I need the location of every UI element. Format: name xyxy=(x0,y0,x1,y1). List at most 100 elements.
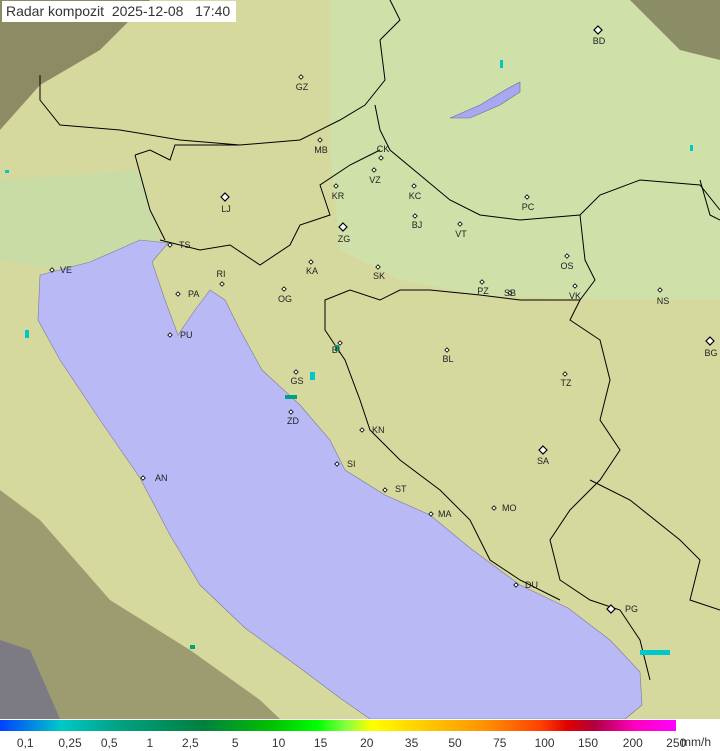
city-label: ZD xyxy=(287,416,299,426)
city-marker-icon xyxy=(524,194,530,200)
city-label: OS xyxy=(560,261,573,271)
city-label: TS xyxy=(179,240,191,250)
legend-tick: 150 xyxy=(577,736,599,750)
time: 17:40 xyxy=(195,3,231,19)
city-marker-icon xyxy=(457,221,463,227)
city-label: VT xyxy=(455,229,467,239)
outside-radar-nw xyxy=(0,0,150,130)
city-marker-icon xyxy=(378,155,384,161)
city-label: PZ xyxy=(477,286,489,296)
city-marker-icon xyxy=(167,242,173,248)
capital-marker-icon xyxy=(538,445,548,455)
city-vz: VZ xyxy=(369,167,381,185)
city-og: OG xyxy=(278,286,292,304)
city-marker-icon xyxy=(507,290,513,296)
city-label: VZ xyxy=(369,175,381,185)
city-label: GZ xyxy=(296,82,309,92)
city-pu: PU xyxy=(167,330,193,340)
city-label: VK xyxy=(569,291,581,301)
city-label: SI xyxy=(347,459,356,469)
legend-tick: 250 xyxy=(666,736,687,750)
city-marker-icon xyxy=(382,487,388,493)
city-marker-icon xyxy=(657,287,663,293)
city-label: KR xyxy=(332,191,345,201)
legend-tick: 2,5 xyxy=(182,736,199,750)
date: 2025-12-08 xyxy=(111,3,184,19)
city-label: BJ xyxy=(412,220,423,230)
city-label: RI xyxy=(217,269,226,279)
capital-marker-icon xyxy=(220,192,230,202)
city-zd: ZD xyxy=(287,409,299,426)
city-marker-icon xyxy=(562,371,568,377)
city-marker-icon xyxy=(175,291,181,297)
city-pg: PG xyxy=(606,604,638,614)
city-marker-icon xyxy=(333,183,339,189)
legend-unit: mm/h xyxy=(681,735,711,749)
city-label: PA xyxy=(188,289,199,299)
country-borders xyxy=(39,0,720,681)
city-label: BG xyxy=(704,348,717,358)
city-tz: TZ xyxy=(561,371,572,388)
legend-tick: 0,25 xyxy=(58,736,82,750)
city-sk: SK xyxy=(373,264,385,281)
lake-balaton xyxy=(449,81,521,119)
city-marker-icon xyxy=(293,369,299,375)
city-ts: TS xyxy=(167,240,191,250)
city-sb: SB xyxy=(504,288,516,298)
city-marker-icon xyxy=(288,409,294,415)
city-mo: MO xyxy=(491,503,517,513)
city-marker-icon xyxy=(479,279,485,285)
city-label: MO xyxy=(502,503,517,513)
city-ka: KA xyxy=(306,259,318,276)
city-label: BL xyxy=(442,354,453,364)
legend-tick: 1 xyxy=(146,736,154,750)
city-ri: RI xyxy=(217,269,226,287)
city-pz: PZ xyxy=(477,279,489,296)
po-plain xyxy=(0,170,160,270)
legend-tick: 75 xyxy=(493,736,507,750)
city-bl: BL xyxy=(442,347,454,364)
city-label: ZG xyxy=(338,234,351,244)
radar-map[interactable]: GZ BD MB CK VZ KR KC PC LJ ZG BJ VT TS VE RI KA SK OS PA OG… xyxy=(0,0,720,719)
city-zg: ZG xyxy=(338,222,351,244)
city-marker-icon xyxy=(371,167,377,173)
capital-marker-icon xyxy=(593,25,603,35)
pannonian-plain xyxy=(330,0,720,300)
city-marker-icon xyxy=(564,253,570,259)
city-label: LJ xyxy=(221,204,231,214)
city-label: PG xyxy=(625,604,638,614)
outside-radar-sw xyxy=(0,490,280,719)
city-label: BI xyxy=(332,345,341,355)
city-ma: MA xyxy=(428,509,452,519)
city-label: SA xyxy=(537,456,549,466)
city-label: SB xyxy=(504,288,516,298)
city-kn: KN xyxy=(359,425,385,435)
legend-tick: 5 xyxy=(231,736,239,750)
city-bj: BJ xyxy=(412,213,423,230)
city-label: MA xyxy=(438,509,452,519)
city-bi: BI xyxy=(332,340,343,355)
city-label: PU xyxy=(180,330,193,340)
legend-tick: 20 xyxy=(360,736,374,750)
city-ns: NS xyxy=(657,287,669,306)
capital-marker-icon xyxy=(338,222,348,232)
city-marker-icon xyxy=(359,427,365,433)
outside-radar-ne xyxy=(630,0,720,60)
city-marker-icon xyxy=(49,267,55,273)
radar-echoes xyxy=(5,60,693,655)
city-markers: GZ BD MB CK VZ KR KC PC LJ ZG BJ VT TS VE RI KA SK OS PA OG… xyxy=(49,25,718,614)
city-marker-icon xyxy=(375,264,381,270)
city-label: CK xyxy=(377,144,390,154)
city-label: AN xyxy=(155,473,168,483)
city-bd: BD xyxy=(593,25,606,46)
legend-tick: 0,5 xyxy=(100,736,118,750)
city-ve: VE xyxy=(49,265,72,275)
city-marker-icon xyxy=(412,213,418,219)
city-os: OS xyxy=(560,253,574,271)
city-marker-icon xyxy=(167,332,173,338)
city-marker-icon xyxy=(337,340,343,346)
city-gz: GZ xyxy=(296,74,309,92)
city-label: TZ xyxy=(561,378,572,388)
legend-tick: 50 xyxy=(448,736,462,750)
city-label: MB xyxy=(314,145,328,155)
